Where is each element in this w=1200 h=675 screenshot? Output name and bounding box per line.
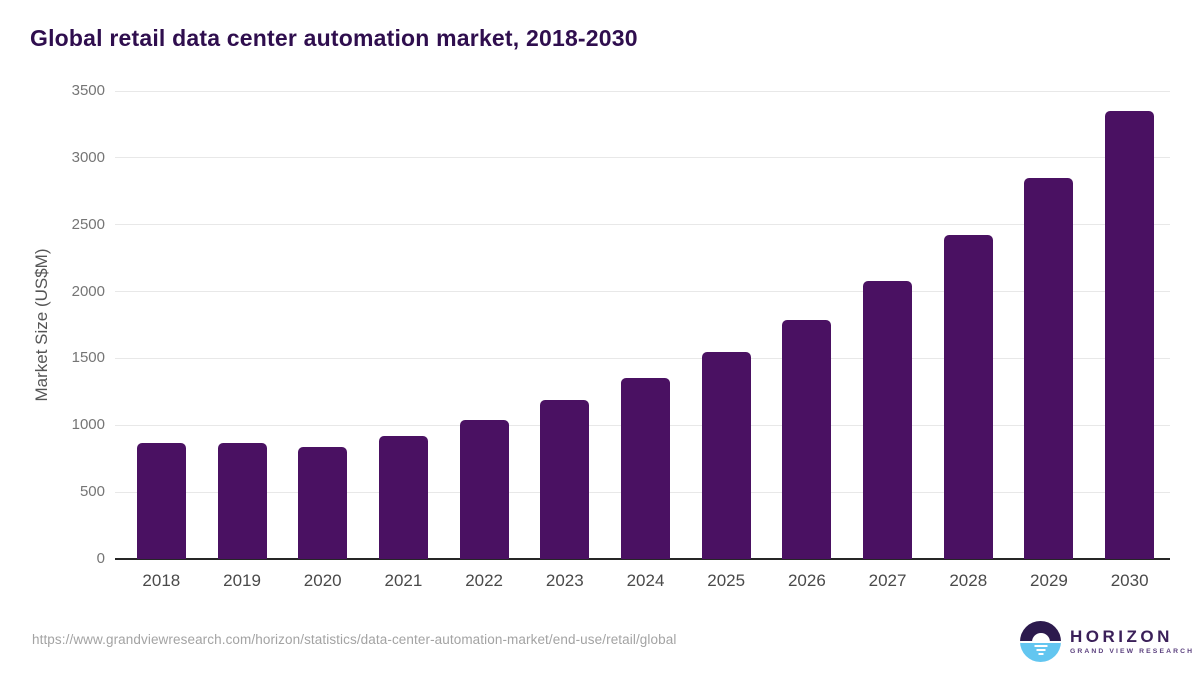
y-tick-label-2500: 2500 <box>71 215 105 233</box>
x-tick-label-2027: 2027 <box>868 571 907 590</box>
y-tick-label-0: 0 <box>96 550 105 567</box>
bar-2025 <box>701 351 751 559</box>
bar-2024 <box>621 378 670 559</box>
y-tick-label-2000: 2000 <box>71 282 105 300</box>
y-axis-title: Market Size (US$M) <box>32 248 51 402</box>
bar-2018 <box>136 443 186 559</box>
x-tick-label-2024: 2024 <box>626 571 665 590</box>
gridline-3000 <box>115 157 1170 159</box>
y-tick-label-1500: 1500 <box>71 349 105 367</box>
x-tick-label-2019: 2019 <box>223 571 261 590</box>
horizon-logo-text: HORIZON GRAND VIEW RESEARCH <box>1070 627 1195 656</box>
gridline-3500 <box>115 90 1170 92</box>
y-tick-label-1000: 1000 <box>71 416 105 434</box>
bar-2029 <box>1024 178 1074 559</box>
gridline-1500 <box>115 357 1170 359</box>
x-tick-label-2028: 2028 <box>949 571 988 590</box>
bar-2019 <box>217 442 267 559</box>
bar-2020 <box>298 446 348 559</box>
x-tick-label-2025: 2025 <box>707 571 746 590</box>
bar-2030 <box>1105 110 1155 559</box>
bar-2026 <box>782 319 832 559</box>
y-tick-label-3000: 3000 <box>71 148 105 166</box>
gridline-2000 <box>115 291 1170 293</box>
x-tick-label-2020: 2020 <box>303 571 342 590</box>
gridline-2500 <box>115 224 1170 226</box>
x-tick-label-2029: 2029 <box>1030 571 1068 590</box>
chart-title: Global retail data center automation mar… <box>30 25 638 51</box>
x-tick-label-2022: 2022 <box>465 571 504 590</box>
bar-2028 <box>943 235 993 559</box>
source-url-link[interactable]: https://www.grandviewresearch.com/horizo… <box>32 632 677 647</box>
bar-2022 <box>459 419 509 559</box>
y-tick-label-500: 500 <box>79 483 105 501</box>
logo-brand-subtitle: GRAND VIEW RESEARCH <box>1070 648 1195 655</box>
logo-brand-name: HORIZON <box>1070 627 1173 646</box>
x-tick-label-2026: 2026 <box>787 571 826 590</box>
horizon-logo-icon <box>1020 621 1061 662</box>
bar-2021 <box>378 435 428 559</box>
y-tick-label-3500: 3500 <box>71 82 105 99</box>
bar-2027 <box>863 281 913 559</box>
bar-2023 <box>540 400 590 559</box>
x-axis-line <box>115 558 1170 560</box>
x-tick-label-2023: 2023 <box>545 571 584 590</box>
x-tick-label-2021: 2021 <box>384 571 423 590</box>
x-tick-label-2018: 2018 <box>142 571 181 590</box>
horizon-logo: HORIZON GRAND VIEW RESEARCH <box>1020 621 1194 662</box>
x-tick-label-2030: 2030 <box>1110 571 1149 590</box>
